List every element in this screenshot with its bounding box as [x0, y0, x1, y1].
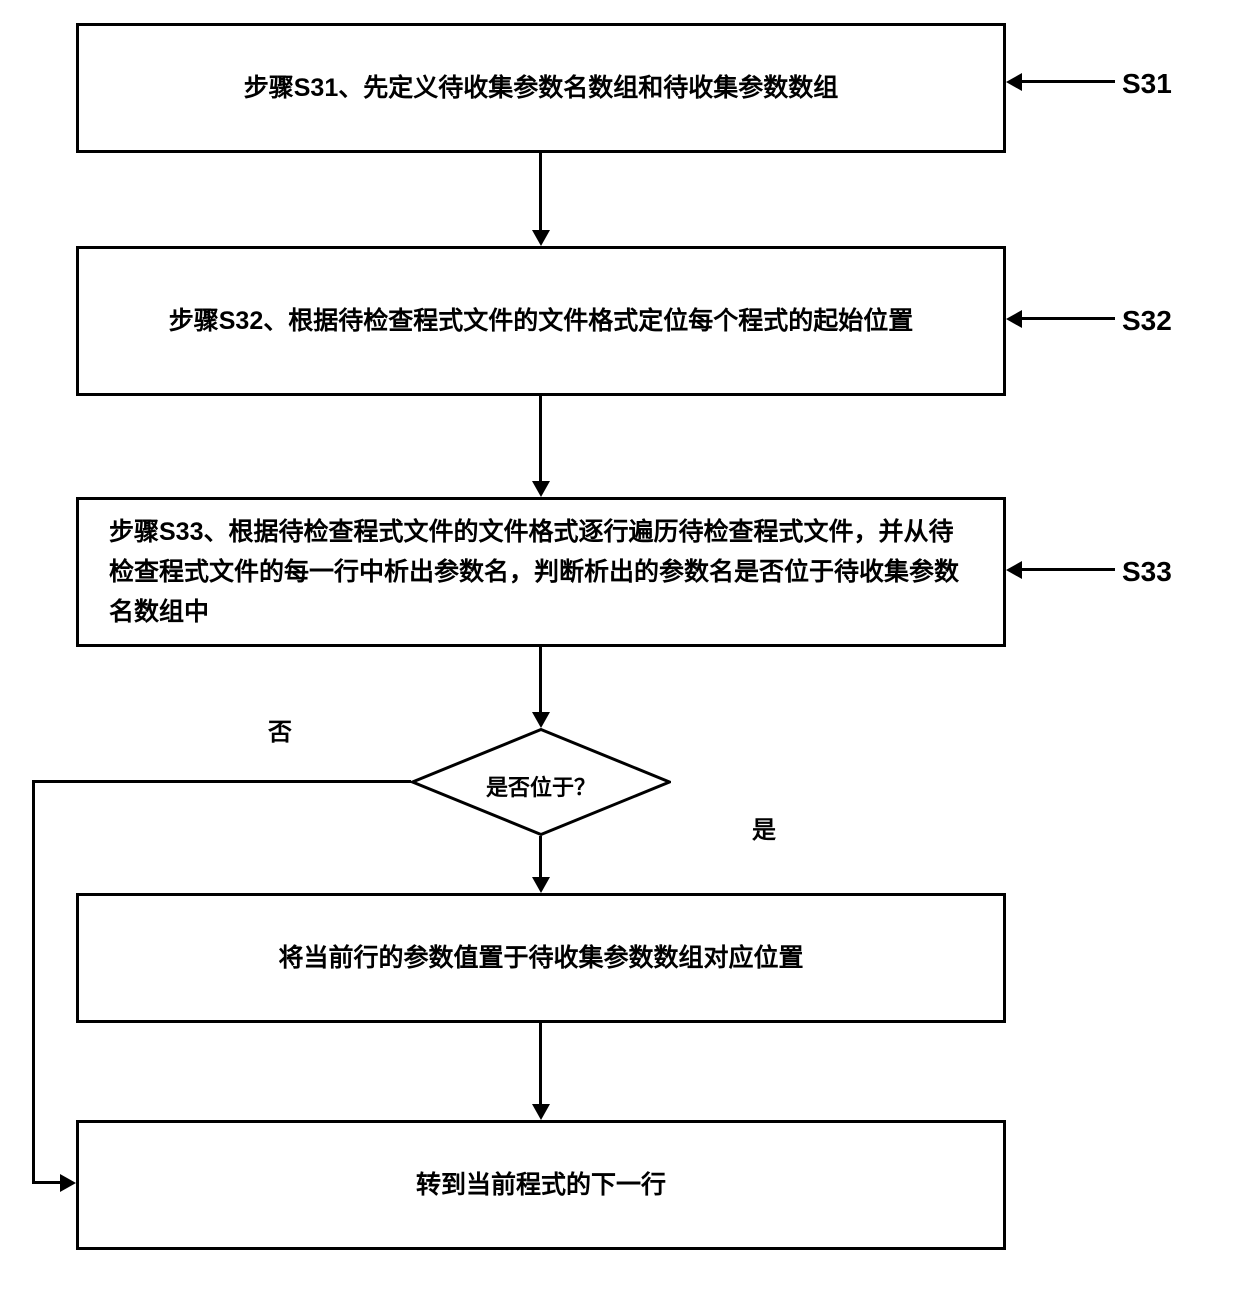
arrow-yes-next-head [532, 1104, 550, 1120]
next-line-text: 转到当前程式的下一行 [416, 1165, 666, 1205]
flowchart-canvas: 步骤S31、先定义待收集参数名数组和待收集参数数组 S31 步骤S32、根据待检… [0, 0, 1240, 1291]
side-arrow-s31-head [1006, 73, 1022, 91]
step-s32-text: 步骤S32、根据待检查程式文件的文件格式定位每个程式的起始位置 [169, 301, 914, 341]
arrow-s32-s33-line [539, 396, 542, 481]
yes-action-text: 将当前行的参数值置于待收集参数数组对应位置 [278, 938, 803, 978]
yes-action-box: 将当前行的参数值置于待收集参数数组对应位置 [76, 893, 1006, 1023]
step-s32-box: 步骤S32、根据待检查程式文件的文件格式定位每个程式的起始位置 [76, 246, 1006, 396]
no-path-h1 [32, 780, 411, 783]
side-arrow-s33-head [1006, 561, 1022, 579]
no-path-head [60, 1174, 76, 1192]
arrow-yes-next-line [539, 1023, 542, 1104]
decision-text: 是否位于？ [411, 770, 671, 802]
next-line-box: 转到当前程式的下一行 [76, 1120, 1006, 1250]
step-s33-box: 步骤S33、根据待检查程式文件的文件格式逐行遍历待检查程式文件，并从待检查程式文… [76, 497, 1006, 647]
side-arrow-s33-line [1022, 568, 1115, 571]
no-path-v [32, 780, 35, 1183]
decision-diamond: 是否位于？ [411, 728, 671, 836]
side-label-s32: S32 [1122, 305, 1172, 337]
side-label-s33: S33 [1122, 556, 1172, 588]
arrow-dec-yes-head [532, 877, 550, 893]
step-s31-box: 步骤S31、先定义待收集参数名数组和待收集参数数组 [76, 23, 1006, 153]
side-arrow-s32-line [1022, 317, 1115, 320]
side-arrow-s32-head [1006, 310, 1022, 328]
arrow-s31-s32-head [532, 230, 550, 246]
side-arrow-s31-line [1022, 80, 1115, 83]
arrow-s32-s33-head [532, 481, 550, 497]
branch-no-label: 否 [268, 712, 292, 747]
arrow-s33-dec-line [539, 647, 542, 712]
arrow-dec-yes-line [539, 836, 542, 877]
arrow-s33-dec-head [532, 712, 550, 728]
side-label-s31: S31 [1122, 68, 1172, 100]
arrow-s31-s32-line [539, 153, 542, 230]
branch-yes-label: 是 [752, 810, 776, 845]
step-s31-text: 步骤S31、先定义待收集参数名数组和待收集参数数组 [244, 68, 839, 108]
step-s33-text: 步骤S33、根据待检查程式文件的文件格式逐行遍历待检查程式文件，并从待检查程式文… [109, 512, 973, 632]
no-path-h2 [32, 1181, 60, 1184]
